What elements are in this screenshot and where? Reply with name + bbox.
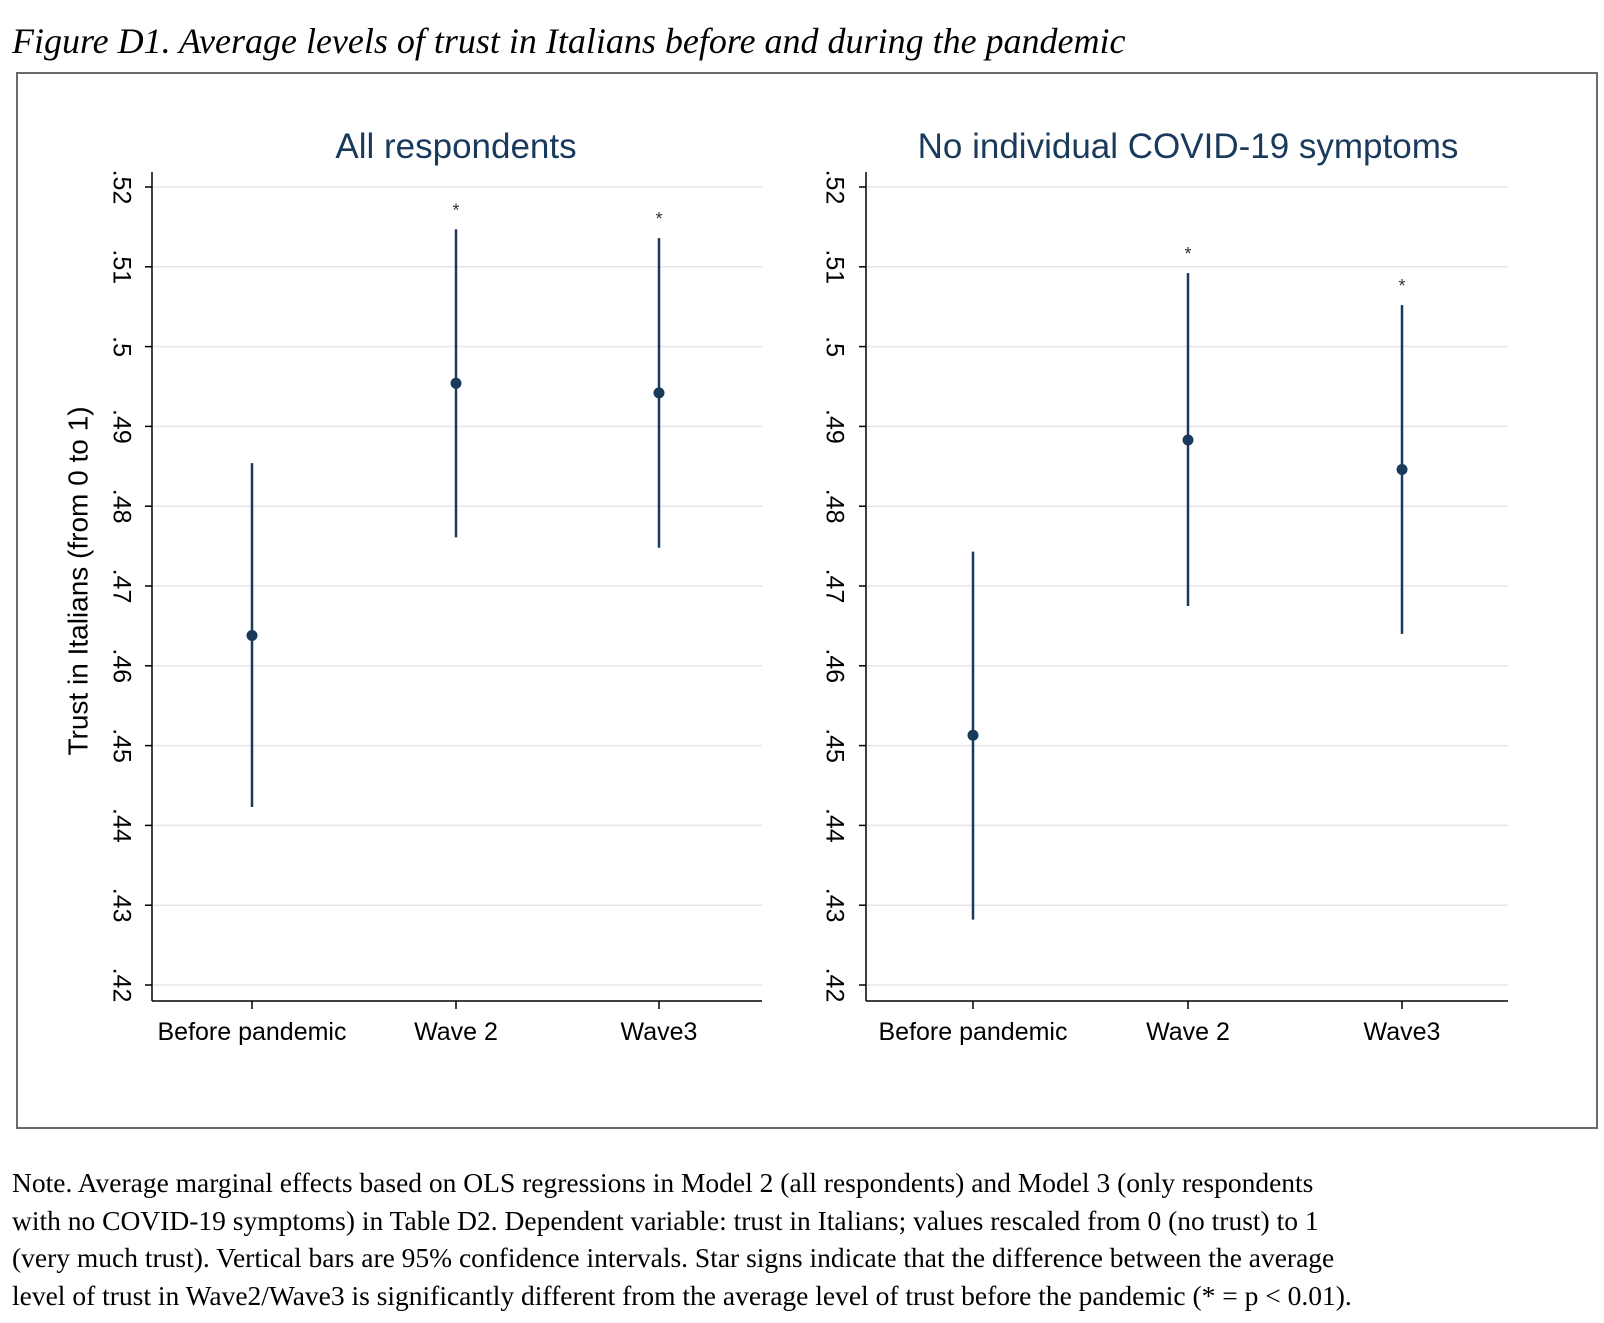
y-tick-label: .52 xyxy=(820,170,848,205)
y-axis-label: Trust in Italians (from 0 to 1) xyxy=(62,406,93,755)
y-tick-label: .48 xyxy=(820,489,848,524)
y-tick-label: .42 xyxy=(820,968,848,1003)
y-tick-label: .49 xyxy=(107,409,135,444)
x-tick-label: Wave3 xyxy=(1364,1018,1441,1046)
x-tick-label: Before pandemic xyxy=(878,1018,1067,1046)
y-tick-label: .47 xyxy=(820,569,848,604)
figure-title: Figure D1. Average levels of trust in It… xyxy=(12,21,1126,61)
note-line: (very much trust). Vertical bars are 95%… xyxy=(12,1242,1335,1273)
note-line: Note. Average marginal effects based on … xyxy=(12,1167,1314,1198)
x-tick-label: Wave 2 xyxy=(1146,1018,1230,1046)
y-tick-label: .5 xyxy=(820,336,848,357)
data-point xyxy=(653,387,665,399)
y-tick-label: .44 xyxy=(107,808,135,843)
y-tick-label: .45 xyxy=(107,728,135,763)
data-point xyxy=(1396,463,1408,475)
y-tick-label: .43 xyxy=(107,888,135,923)
y-tick-label: .51 xyxy=(107,249,135,284)
y-tick-label: .52 xyxy=(107,170,135,205)
y-tick-label: .42 xyxy=(107,968,135,1003)
y-tick-label: .45 xyxy=(820,728,848,763)
note-line: level of trust in Wave2/Wave3 is signifi… xyxy=(12,1279,1352,1311)
y-tick-label: .49 xyxy=(820,409,848,444)
data-point xyxy=(246,629,258,641)
y-tick-label: .47 xyxy=(107,569,135,604)
y-tick-label: .46 xyxy=(107,648,135,683)
y-tick-label: .5 xyxy=(107,336,135,357)
x-tick-label: Wave 2 xyxy=(414,1018,498,1046)
panel-title: All respondents xyxy=(335,127,576,166)
x-tick-label: Before pandemic xyxy=(157,1018,346,1046)
y-tick-label: .46 xyxy=(820,648,848,683)
panel-title: No individual COVID-19 symptoms xyxy=(918,127,1459,166)
data-point xyxy=(967,729,979,741)
y-tick-label: .44 xyxy=(820,808,848,843)
data-point xyxy=(450,377,462,389)
significance-star: * xyxy=(452,200,459,220)
significance-star: * xyxy=(655,209,662,229)
y-tick-label: .48 xyxy=(107,489,135,524)
note-line: with no COVID-19 symptoms) in Table D2. … xyxy=(12,1204,1319,1236)
significance-star: * xyxy=(1184,244,1191,264)
y-tick-label: .43 xyxy=(820,888,848,923)
y-tick-label: .51 xyxy=(820,249,848,284)
figure-note: Note. Average marginal effects based on … xyxy=(12,1164,1597,1314)
figure-frame xyxy=(16,72,1598,1129)
x-tick-label: Wave3 xyxy=(621,1018,698,1046)
data-point xyxy=(1182,434,1194,446)
significance-star: * xyxy=(1398,276,1405,296)
